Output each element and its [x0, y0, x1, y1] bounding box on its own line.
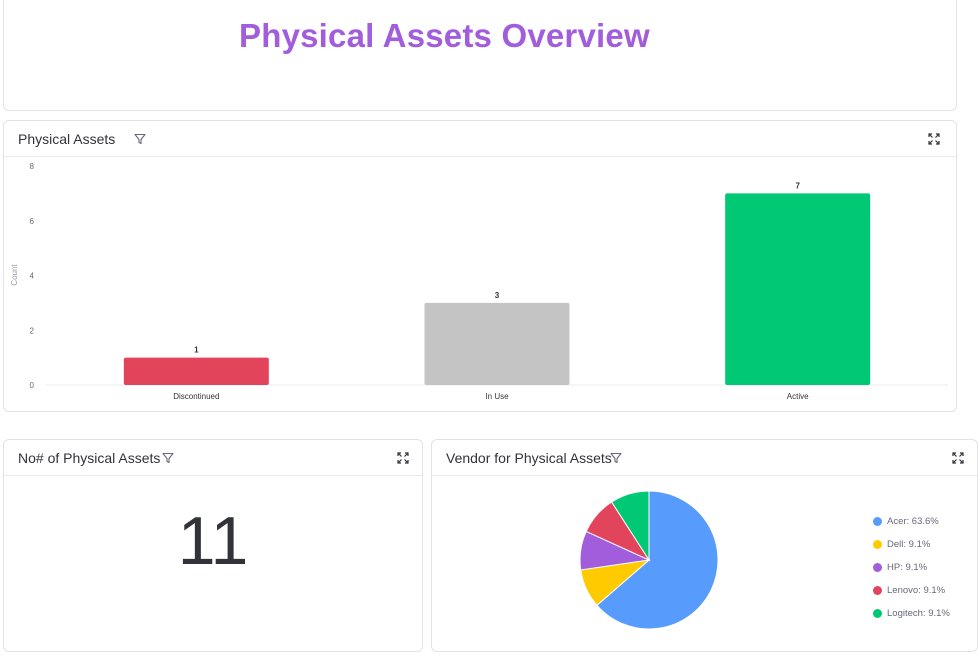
legend-swatch: [873, 540, 882, 549]
legend-label: HP: 9.1%: [887, 562, 928, 573]
y-tick-label: 4: [30, 272, 35, 281]
legend-label: Dell: 9.1%: [887, 539, 931, 550]
bar-discontinued[interactable]: [123, 357, 269, 385]
y-axis-label: Count: [10, 264, 19, 286]
legend-item[interactable]: Logitech: 9.1%: [873, 602, 950, 625]
x-tick-label: Active: [787, 392, 809, 401]
widget-header: Vendor for Physical Assets: [432, 440, 977, 476]
bar-active[interactable]: [725, 193, 871, 385]
asset-count-widget: No# of Physical Assets 11: [3, 439, 423, 652]
y-tick-label: 6: [30, 217, 35, 226]
filter-icon[interactable]: [133, 132, 147, 146]
filter-icon[interactable]: [609, 451, 623, 465]
expand-icon[interactable]: [396, 451, 410, 465]
legend-swatch: [873, 586, 882, 595]
widget-title: Vendor for Physical Assets: [446, 450, 612, 466]
page-title: Physical Assets Overview: [239, 17, 650, 54]
x-tick-label: Discontinued: [173, 392, 219, 401]
bar-data-label: 7: [795, 181, 800, 190]
legend-item[interactable]: Lenovo: 9.1%: [873, 579, 950, 602]
y-tick-label: 8: [30, 162, 35, 171]
legend-item[interactable]: HP: 9.1%: [873, 556, 950, 579]
pie-chart: [579, 490, 719, 630]
pie-slice-acer[interactable]: [596, 490, 719, 630]
legend-swatch: [873, 517, 882, 526]
expand-icon[interactable]: [951, 451, 965, 465]
pie-legend: Acer: 63.6% Dell: 9.1% HP: 9.1% Lenovo: 9.1…: [873, 510, 950, 625]
bar-chart: Count 0 2 4 6 8 1 Discontinued 3 In Use 7 Active: [10, 162, 948, 401]
asset-count-value: 11: [177, 503, 249, 579]
widget-header: No# of Physical Assets: [4, 440, 422, 476]
y-tick-label: 2: [30, 326, 35, 335]
expand-icon[interactable]: [927, 132, 941, 146]
physical-assets-widget: Physical Assets Count 0 2 4 6 8 1 Discontinued…: [3, 120, 957, 412]
legend-swatch: [873, 563, 882, 572]
bar-data-label: 1: [194, 346, 199, 355]
legend-item[interactable]: Dell: 9.1%: [873, 533, 950, 556]
bar-data-label: 3: [495, 291, 500, 300]
pie-slice-logitech[interactable]: [610, 490, 650, 562]
vendor-widget: Vendor for Physical Assets Acer: 63.6% De…: [431, 439, 978, 652]
legend-label: Lenovo: 9.1%: [887, 585, 946, 596]
legend-item[interactable]: Acer: 63.6%: [873, 510, 950, 533]
legend-swatch: [873, 609, 882, 618]
title-card: Physical Assets Overview: [3, 0, 957, 111]
bar-in-use[interactable]: [424, 302, 570, 385]
widget-title: Physical Assets: [18, 131, 116, 147]
widget-title: No# of Physical Assets: [18, 450, 161, 466]
legend-label: Acer: 63.6%: [887, 516, 939, 527]
y-tick-label: 0: [30, 381, 35, 390]
widget-header: Physical Assets: [4, 121, 956, 157]
legend-label: Logitech: 9.1%: [887, 608, 950, 619]
filter-icon[interactable]: [161, 451, 175, 465]
x-tick-label: In Use: [485, 392, 509, 401]
